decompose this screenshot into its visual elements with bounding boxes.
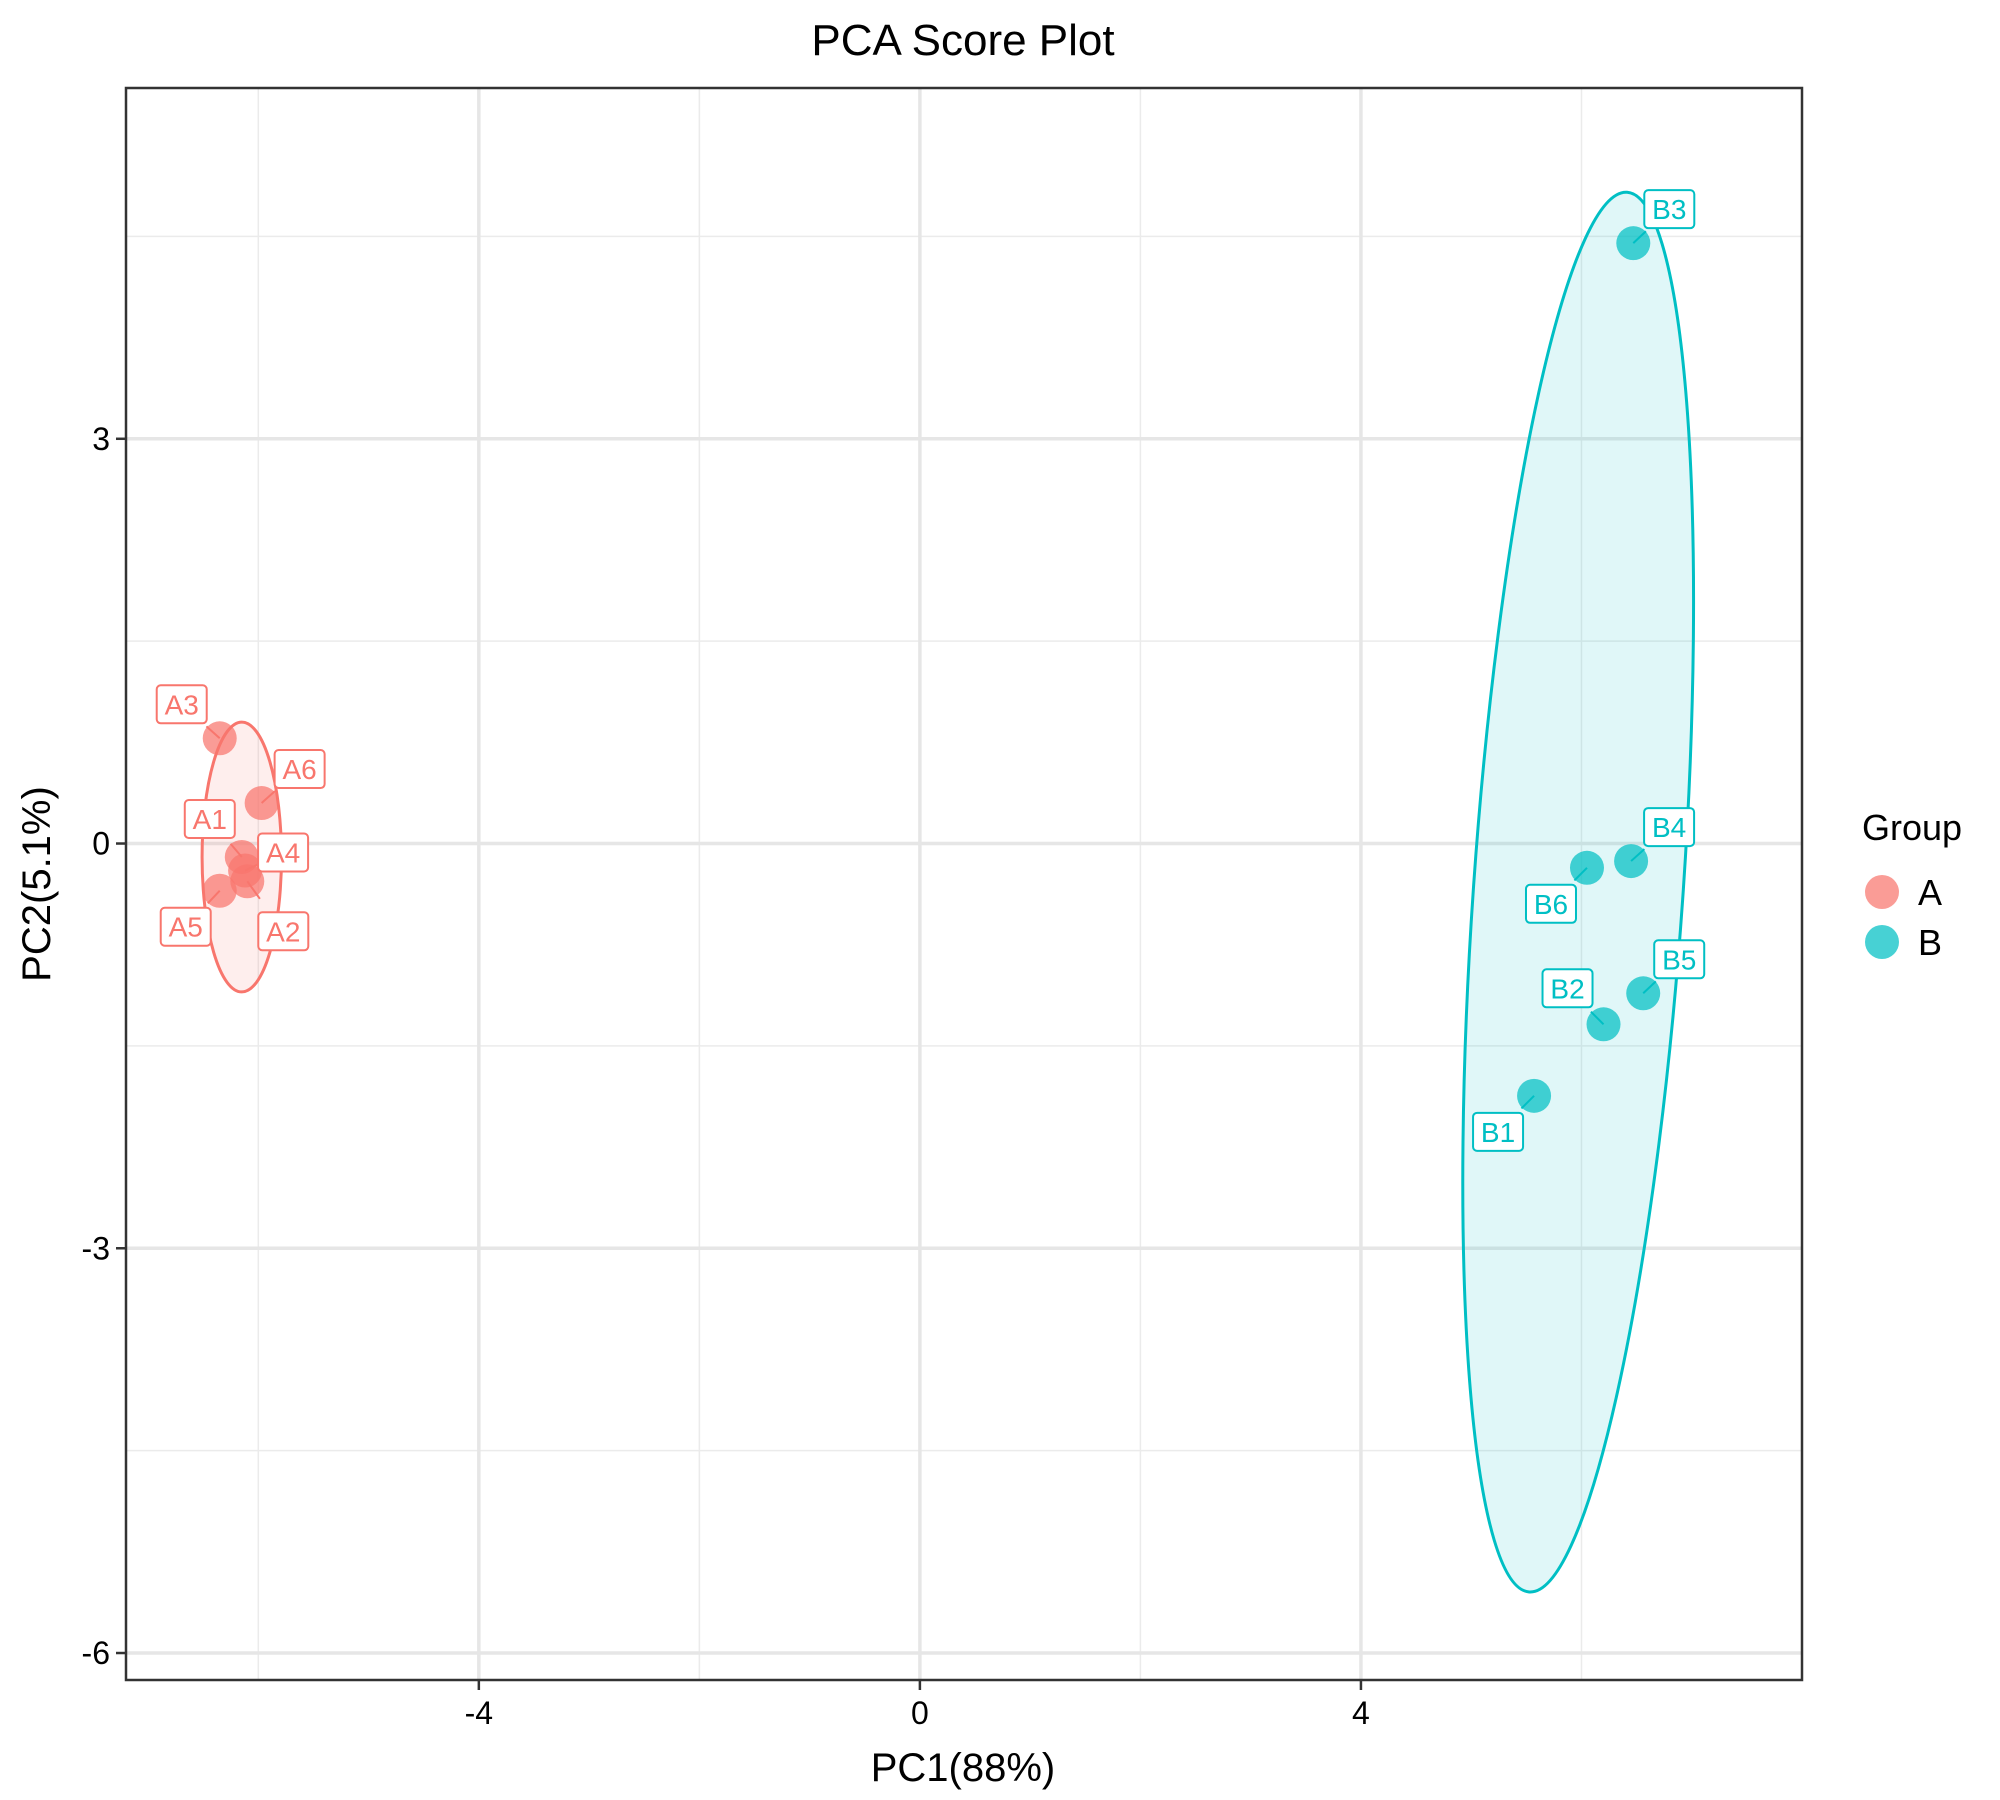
x-axis-ticks: -4 0 4 [465, 1680, 1370, 1731]
x-tick-label: 0 [911, 1695, 929, 1731]
point-label-A2: A2 [266, 916, 300, 947]
legend-label-b: B [1918, 922, 1942, 963]
plot-panel-border [124, 86, 1804, 1682]
label-leader-line [207, 890, 221, 905]
y-tick-label: -6 [82, 1635, 110, 1671]
label-leader-line [260, 790, 276, 804]
y-tick-label: 0 [92, 826, 110, 862]
point-label-box [273, 749, 326, 790]
point-label-box [1472, 1111, 1525, 1152]
point-label-box [1643, 189, 1696, 230]
x-tick-label: 4 [1352, 1695, 1370, 1731]
point-labels: A1 A2 A3 A4 A5 A6 B1 B2 B3 B4 B5 B6 [155, 189, 1706, 1152]
legend-key-a [1865, 875, 1899, 909]
point-label-box [1541, 968, 1594, 1009]
point-label-A1: A1 [193, 804, 227, 835]
y-axis-title: PC2(5.1%) [15, 786, 59, 982]
confidence-ellipses [200, 190, 1696, 1594]
point-label-box [257, 832, 310, 873]
point-label-box [257, 911, 310, 952]
label-leader-line [1520, 1095, 1535, 1110]
point-label-box [155, 684, 208, 725]
y-axis-ticks: -6 -3 0 3 [82, 421, 126, 1671]
label-leader-line [1573, 867, 1588, 882]
point-label-B6: B6 [1534, 889, 1568, 920]
point-label-B3: B3 [1652, 194, 1686, 225]
point-label-B4: B4 [1652, 812, 1686, 843]
label-leader-line [1642, 980, 1657, 995]
y-tick-label: -3 [82, 1230, 110, 1266]
label-leader-line [205, 725, 221, 740]
chart-title: PCA Score Plot [811, 16, 1114, 65]
ellipse-group-b [1461, 190, 1696, 1594]
point-label-A6: A6 [282, 754, 316, 785]
point-label-B5: B5 [1662, 944, 1696, 975]
point-label-B2: B2 [1550, 973, 1584, 1004]
x-tick-label: -4 [465, 1695, 493, 1731]
legend-title: Group [1862, 807, 1962, 848]
point-label-box [183, 799, 236, 840]
data-points [202, 226, 1661, 1113]
label-leader-line [1632, 230, 1647, 244]
label-leader-line [1630, 848, 1646, 862]
label-leader-line [229, 843, 243, 858]
point-label-A4: A4 [266, 838, 300, 869]
label-leader-line [1590, 1011, 1605, 1026]
label-leader-line [244, 863, 259, 872]
point-label-A5: A5 [169, 912, 203, 943]
point-label-A3: A3 [165, 689, 199, 720]
point-label-box [1643, 807, 1696, 848]
point-label-box [1653, 939, 1706, 980]
y-tick-label: 3 [92, 421, 110, 457]
point-label-box [1524, 883, 1577, 924]
label-leader-line [246, 880, 261, 900]
legend-key-b [1865, 925, 1899, 959]
grid [126, 88, 1802, 1680]
legend: Group AB [1862, 807, 1962, 963]
point-label-box [159, 906, 212, 947]
legend-label-a: A [1918, 872, 1942, 913]
point-label-B1: B1 [1481, 1117, 1515, 1148]
x-axis-title: PC1(88%) [871, 1746, 1056, 1790]
